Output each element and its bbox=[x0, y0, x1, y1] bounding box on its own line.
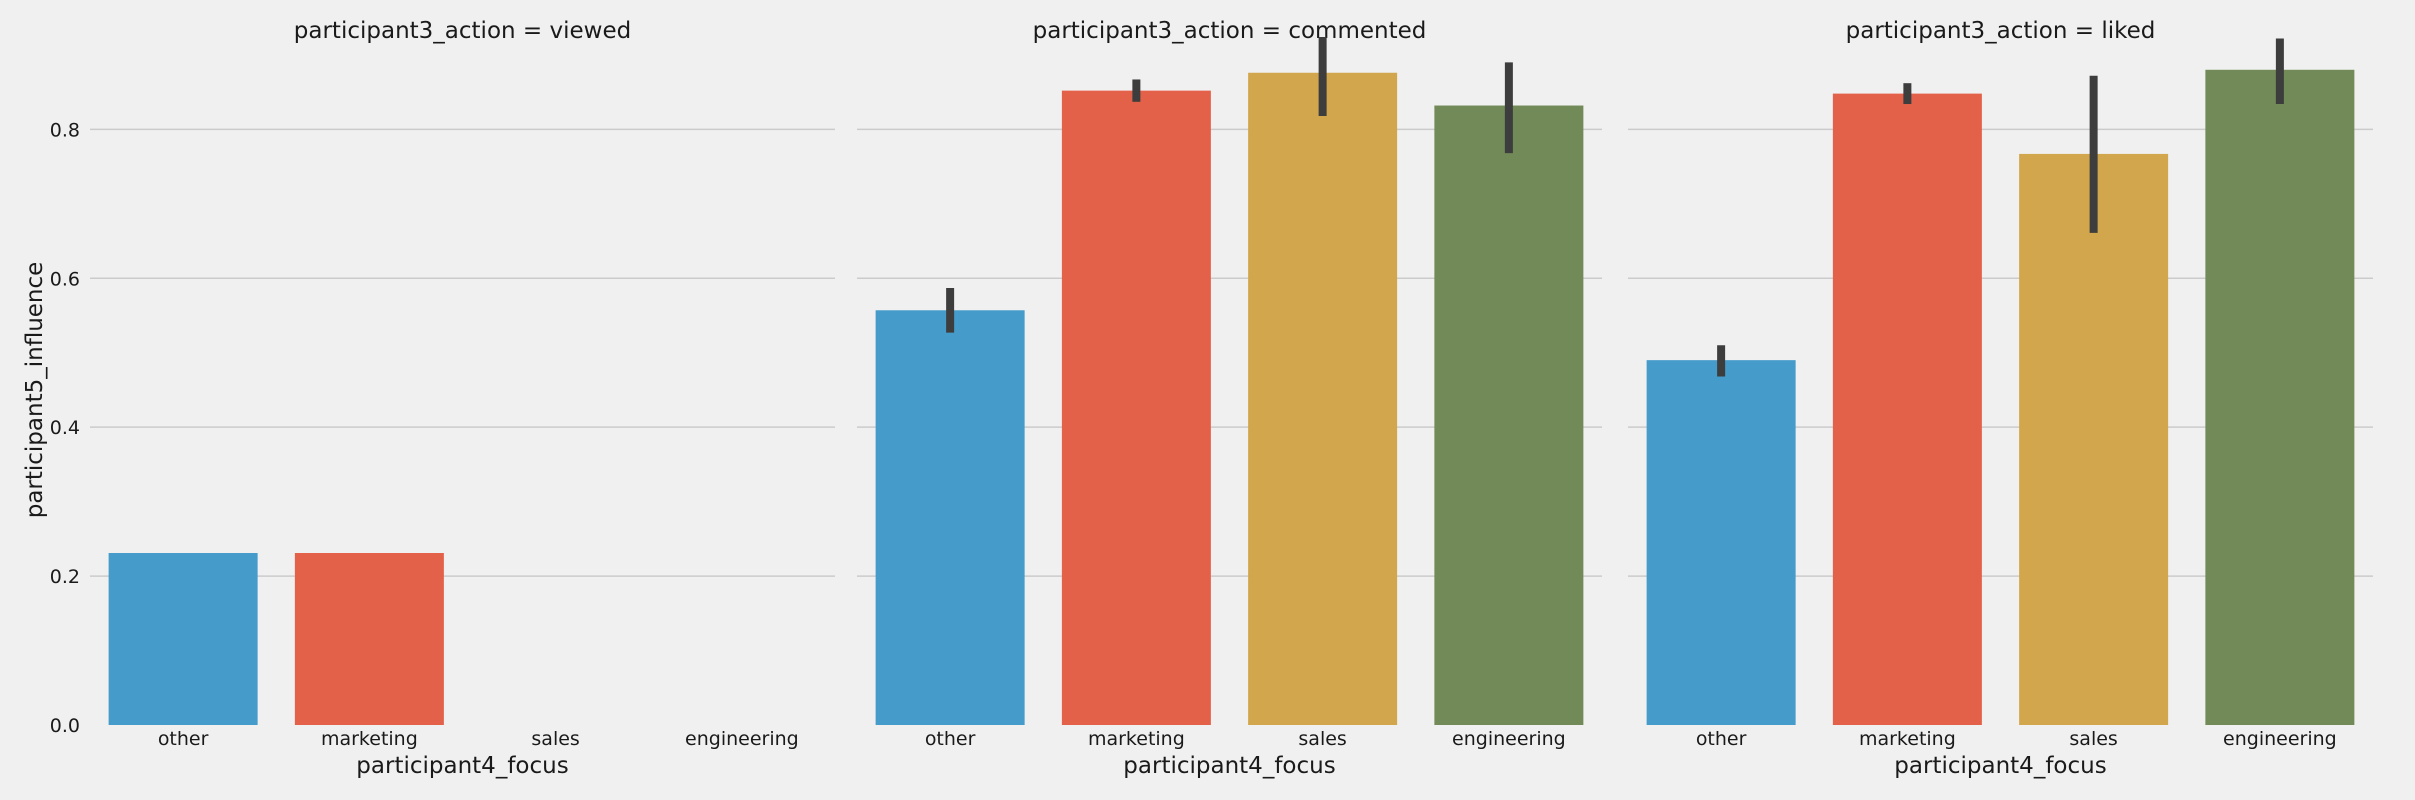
y-tick-label: 0.0 bbox=[50, 715, 80, 737]
y-tick-label: 0.2 bbox=[50, 566, 80, 588]
x-axis-label: participant4_focus bbox=[1123, 753, 1335, 779]
x-tick-label: sales bbox=[531, 728, 579, 750]
bar-sales bbox=[2019, 153, 2169, 726]
bar-other bbox=[1646, 360, 1796, 725]
facet-panel-3: participant3_action = liked other marketin… bbox=[1628, 18, 2373, 779]
facet-panel-1: 0.0 0.2 0.4 0.6 0.8 participant3_action = vie… bbox=[50, 18, 835, 779]
panel-title: participant3_action = viewed bbox=[294, 18, 631, 44]
x-tick-label: sales bbox=[2069, 728, 2117, 750]
panel-title: participant3_action = liked bbox=[1846, 18, 2156, 44]
x-tick-label: marketing bbox=[321, 728, 418, 750]
y-tick-label: 0.6 bbox=[50, 268, 80, 290]
x-tick-label: engineering bbox=[1452, 728, 1566, 750]
x-axis-label: participant4_focus bbox=[1894, 753, 2106, 779]
y-tick-label: 0.4 bbox=[50, 417, 80, 439]
bar-other bbox=[875, 310, 1025, 725]
x-tick-label: other bbox=[925, 728, 976, 750]
x-tick-label: sales bbox=[1298, 728, 1346, 750]
bar-marketing bbox=[1061, 90, 1211, 725]
bar-engineering bbox=[2205, 69, 2355, 726]
panel-title: participant3_action = commented bbox=[1033, 18, 1427, 44]
x-tick-label: marketing bbox=[1088, 728, 1185, 750]
facet-panel-2: participant3_action = commented other mark… bbox=[857, 18, 1602, 779]
y-tick-label: 0.8 bbox=[50, 119, 80, 141]
x-tick-label: marketing bbox=[1859, 728, 1956, 750]
x-tick-label: other bbox=[1696, 728, 1747, 750]
bar-engineering bbox=[1434, 105, 1584, 726]
x-tick-label: other bbox=[158, 728, 209, 750]
x-tick-label: engineering bbox=[685, 728, 799, 750]
x-tick-label: engineering bbox=[2223, 728, 2337, 750]
bar-marketing bbox=[1832, 93, 1982, 725]
x-axis-label: participant4_focus bbox=[356, 753, 568, 779]
bar-other bbox=[108, 553, 258, 725]
bar-sales bbox=[1248, 72, 1398, 726]
y-axis-label: participant5_influence bbox=[22, 262, 48, 519]
bar-marketing bbox=[294, 553, 444, 725]
